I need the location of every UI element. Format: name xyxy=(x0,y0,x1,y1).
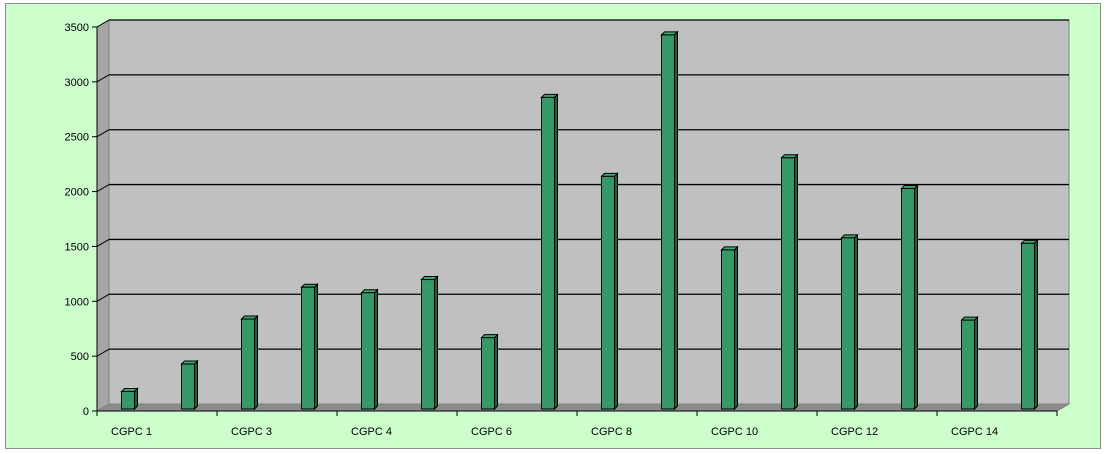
x-tick-label: CGPC 4 xyxy=(351,426,392,438)
y-tick-label: 3000 xyxy=(65,77,89,89)
bar-front xyxy=(661,34,675,410)
bar-front xyxy=(961,319,975,410)
bar-cgpc-14 xyxy=(960,315,979,411)
bar-front xyxy=(241,318,255,410)
bar-cgpc-7 xyxy=(540,93,559,411)
bar-front xyxy=(721,249,735,410)
bar-front xyxy=(601,175,615,410)
bar-cgpc-1 xyxy=(120,387,139,411)
bar-chart: 0 500 1000 1500 2000 2500 3000 3500 CGPC 1 CGPC 3… xyxy=(65,19,1071,438)
gridline-depth-500 xyxy=(96,348,110,357)
bar-front xyxy=(901,187,915,410)
bar-front xyxy=(181,363,195,410)
x-tick-label: CGPC 10 xyxy=(711,426,758,438)
y-tick-label: 0 xyxy=(83,406,89,418)
bar-front xyxy=(421,279,435,410)
gridline-depth-2000 xyxy=(96,184,110,193)
bar-front xyxy=(541,96,555,410)
y-tick-label: 3500 xyxy=(65,22,89,34)
bar-cgpc-6 xyxy=(480,333,499,411)
bar-front xyxy=(481,337,495,410)
chart-frame: 0 500 1000 1500 2000 2500 3000 3500 CGPC 1 CGPC 3… xyxy=(5,3,1101,449)
gridline-depth-2500 xyxy=(96,129,110,138)
bar-cgpc-11 xyxy=(780,153,799,411)
bar-cgpc-4 xyxy=(360,288,379,411)
gridline-depth-1500 xyxy=(96,238,110,247)
bar-cgpc-3 xyxy=(240,314,259,411)
bar-cgpc-2 xyxy=(180,359,199,411)
bar-front xyxy=(361,292,375,410)
y-tick-label: 2000 xyxy=(65,187,89,199)
bar-front xyxy=(121,390,135,410)
bar-front xyxy=(781,157,795,410)
bar-cgpc-3b xyxy=(300,283,319,411)
bar-cgpc-5 xyxy=(420,275,439,411)
bar-cgpc-15 xyxy=(1020,239,1039,411)
bar-cgpc-10 xyxy=(720,245,739,411)
bar-cgpc-8 xyxy=(600,172,619,411)
y-tick-label: 500 xyxy=(71,351,89,363)
x-tick-label: CGPC 1 xyxy=(111,426,152,438)
bar-front xyxy=(301,286,315,410)
bar-cgpc-9 xyxy=(660,30,679,411)
y-tick-label: 1500 xyxy=(65,241,89,253)
x-tick-label: CGPC 6 xyxy=(471,426,512,438)
x-tick-label: CGPC 3 xyxy=(231,426,272,438)
gridline-depth-3000 xyxy=(96,74,110,83)
bar-front xyxy=(841,237,855,410)
bar-cgpc-13 xyxy=(900,184,919,411)
x-tick-label: CGPC 12 xyxy=(831,426,878,438)
gridline-depth-3500 xyxy=(96,19,110,28)
bar-cgpc-12 xyxy=(840,233,859,411)
y-tick-label: 1000 xyxy=(65,296,89,308)
x-tick-label: CGPC 14 xyxy=(951,426,998,438)
y-tick-label: 2500 xyxy=(65,132,89,144)
x-tick-label: CGPC 8 xyxy=(591,426,632,438)
bar-front xyxy=(1021,242,1035,410)
gridline-depth-1000 xyxy=(96,293,110,302)
